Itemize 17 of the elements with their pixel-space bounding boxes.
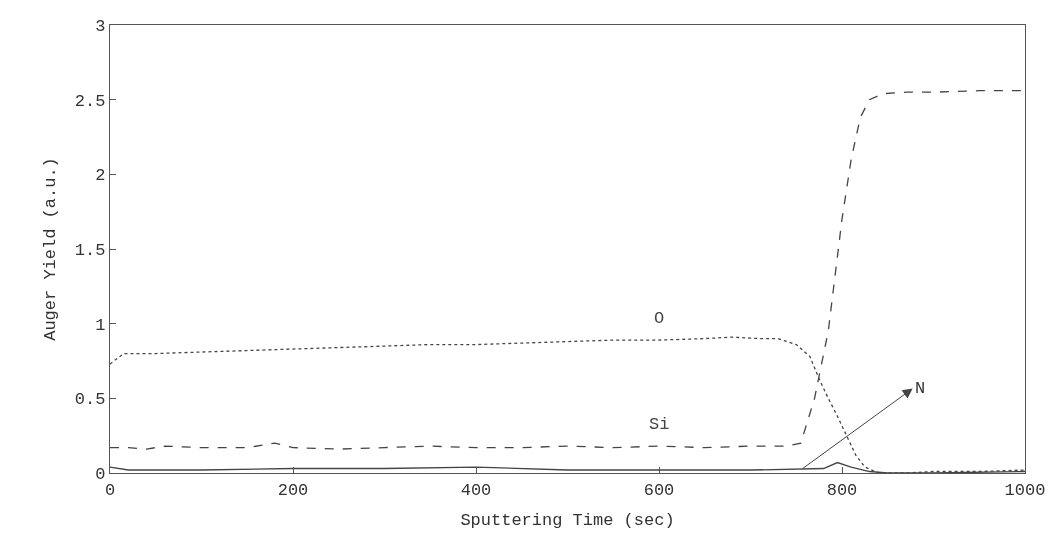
series-label: Si [649, 415, 670, 434]
y-axis-title: Auger Yield (a.u.) [41, 157, 61, 341]
y-tick-label: 1 [95, 315, 106, 335]
y-tick-label: 0.5 [74, 390, 106, 410]
series-label: O [654, 309, 665, 328]
y-tick-label: 2.5 [74, 91, 106, 111]
x-axis-title: Sputtering Time (sec) [460, 510, 675, 530]
y-tick-label: 1.5 [74, 240, 106, 260]
x-tick-label: 1000 [1004, 480, 1046, 500]
x-tick-label: 800 [826, 480, 858, 500]
x-tick-label: 200 [277, 480, 309, 500]
y-tick-label: 3 [95, 16, 106, 36]
x-tick-label: 400 [460, 480, 492, 500]
y-tick-label: 2 [95, 166, 106, 186]
x-tick-label: 600 [643, 480, 675, 500]
y-tick-label: 0 [95, 464, 106, 484]
annotation: N [915, 379, 926, 398]
